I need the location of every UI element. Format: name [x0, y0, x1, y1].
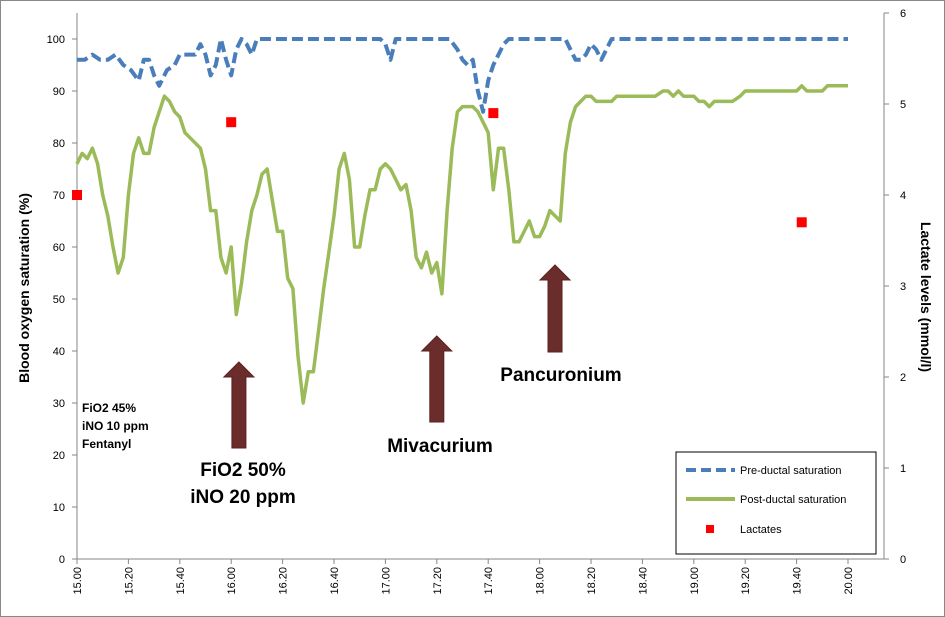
y-axis-title: Blood oxygen saturation (%) [16, 193, 32, 383]
y2-tick-label: 4 [900, 190, 906, 202]
lactate-point [226, 117, 237, 128]
legend: Pre-ductal saturation Post-ductal saturat… [675, 451, 877, 555]
y-tick-label: 0 [59, 554, 65, 566]
axes: 0 10 20 30 40 50 60 70 80 90 100 0 1 2 3 4 5 6 15.00 15.20 1… [47, 8, 906, 595]
x-tick-label: 18.00 [535, 567, 547, 595]
y-tick-label: 70 [53, 190, 65, 202]
x-tick-label: 15.20 [123, 567, 135, 595]
x-tick-label: 18.20 [586, 567, 598, 595]
pre-ductal-line [77, 37, 848, 114]
y-tick-label: 10 [53, 502, 65, 514]
x-tick-label: 19.40 [792, 567, 804, 595]
y-tick-label: 100 [47, 34, 65, 46]
x-tick-label: 17.40 [483, 567, 495, 595]
annotation-text: Mivacurium [387, 436, 493, 457]
y-tick-label: 30 [53, 398, 65, 410]
y2-tick-label: 6 [900, 8, 906, 20]
legend-label: Pre-ductal saturation [740, 465, 842, 477]
x-tick-label: 16.40 [329, 567, 341, 595]
annotation-arrow [222, 361, 256, 449]
y-tick-label: 50 [53, 294, 65, 306]
x-tick-label: 19.20 [740, 567, 752, 595]
annotation-text: iNO 20 ppm [190, 487, 296, 508]
y2-axis-title: Lactate levels (mmol/l) [918, 222, 934, 372]
legend-label: Post-ductal saturation [740, 494, 846, 506]
annotation-arrow [420, 335, 454, 423]
lactate-point [488, 108, 499, 119]
annotation-text: FiO2 45% [82, 401, 136, 415]
y-tick-label: 20 [53, 450, 65, 462]
legend-label: Lactates [740, 524, 782, 536]
y-tick-label: 60 [53, 242, 65, 254]
annotation-text: Fentanyl [82, 437, 131, 451]
y2-tick-label: 5 [900, 99, 906, 111]
y-tick-label: 90 [53, 86, 65, 98]
x-tick-label: 16.00 [226, 567, 238, 595]
y-tick-label: 40 [53, 346, 65, 358]
annotation-text: iNO 10 ppm [82, 419, 149, 433]
x-tick-label: 15.40 [175, 567, 187, 595]
y2-tick-label: 2 [900, 372, 906, 384]
annotation-text: Pancuronium [500, 365, 621, 386]
x-tick-label: 20.00 [843, 567, 855, 595]
x-tick-label: 19.00 [689, 567, 701, 595]
annotation-layer: FiO2 45% iNO 10 ppm Fentanyl FiO2 50% iNO 20… [82, 264, 622, 508]
x-tick-label: 17.20 [432, 567, 444, 595]
post-ductal-line [75, 84, 848, 405]
x-tick-label: 15.00 [72, 567, 84, 595]
legend-marker-lactates [706, 525, 714, 533]
x-tick-label: 16.20 [278, 567, 290, 595]
annotation-text: FiO2 50% [200, 460, 286, 481]
series-layer [72, 37, 848, 405]
x-tick-label: 18.40 [637, 567, 649, 595]
annotation-arrow [538, 264, 572, 353]
lactate-point [72, 190, 82, 200]
y2-tick-label: 1 [900, 463, 906, 475]
y2-tick-label: 3 [900, 281, 906, 293]
y-tick-label: 80 [53, 138, 65, 150]
lactate-point [796, 217, 807, 228]
y2-tick-label: 0 [900, 554, 906, 566]
x-tick-label: 17.00 [380, 567, 392, 595]
